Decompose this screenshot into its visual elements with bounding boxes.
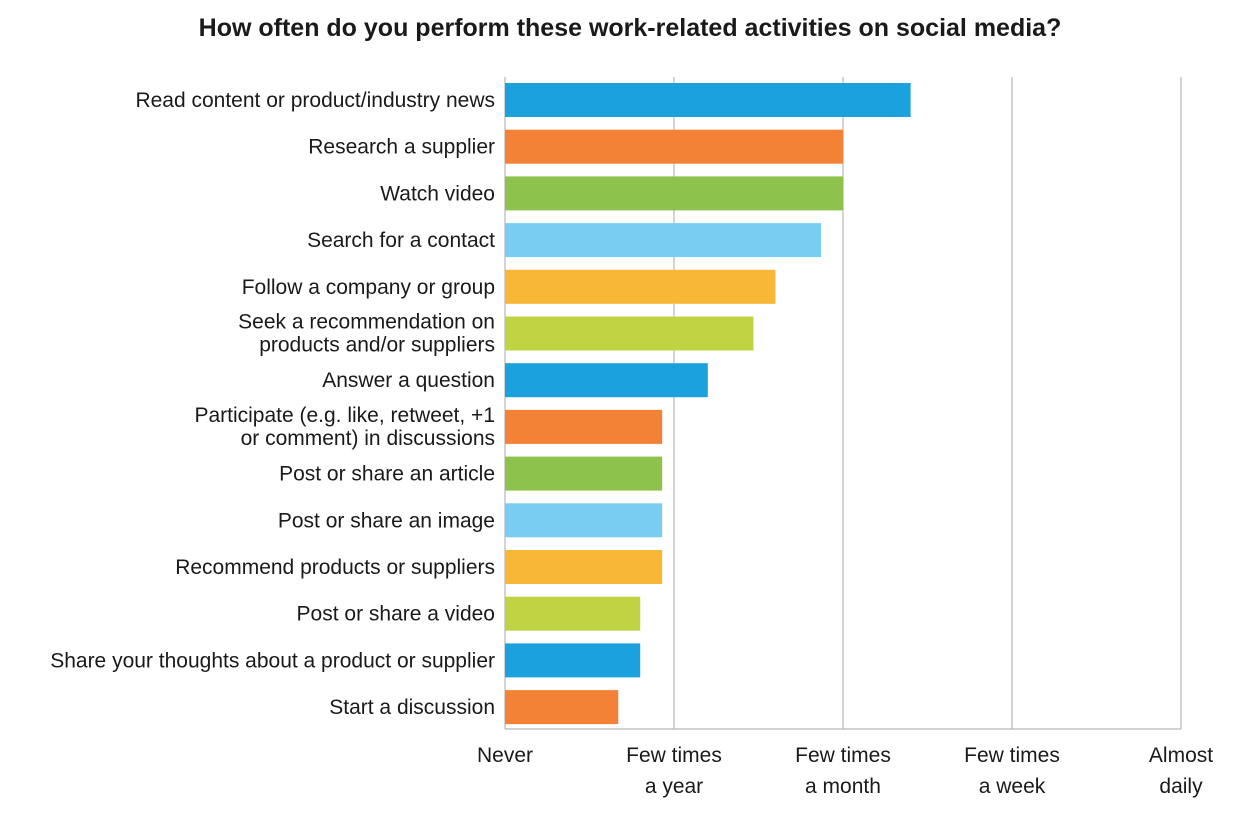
x-tick-label: Few times a week [964, 744, 1060, 798]
category-label: Follow a company or group [242, 276, 495, 299]
category-label: Share your thoughts about a product or s… [50, 649, 495, 672]
category-label: Watch video [380, 182, 495, 205]
category-label: Recommend products or suppliers [175, 556, 495, 579]
x-tick-label: Few times a year [626, 744, 722, 798]
bar [505, 129, 843, 164]
chart-title: How often do you perform these work-rela… [199, 14, 1062, 42]
bar [505, 223, 822, 258]
bar [505, 176, 843, 211]
bar [505, 503, 663, 538]
bar [505, 316, 754, 351]
bar [505, 363, 708, 398]
x-tick-label: Never [477, 744, 533, 767]
category-label-layer: Read content or product/industry news Res… [50, 89, 495, 719]
category-label: Post or share an article [279, 463, 495, 486]
category-label: Read content or product/industry news [135, 89, 495, 112]
category-label: Answer a question [322, 369, 495, 392]
bar [505, 690, 619, 725]
bar [505, 643, 641, 678]
bar [505, 83, 911, 117]
x-tick-label: Few times a month [795, 744, 891, 798]
category-label: Post or share an image [278, 509, 495, 532]
category-label: Start a discussion [329, 696, 495, 719]
category-label: Research a supplier [308, 136, 495, 159]
category-label: Search for a contact [307, 229, 495, 252]
tick-label-layer: Never Few times a year Few times a month Few … [477, 744, 1213, 798]
bar-layer [505, 83, 911, 725]
x-tick-label: Almost daily [1149, 744, 1213, 798]
bar [505, 596, 641, 631]
bar [505, 269, 776, 304]
category-label: Participate (e.g. like, retweet, +1 or co… [194, 404, 495, 450]
category-label: Seek a recommendation on products and/or … [238, 311, 495, 357]
grid-layer [504, 77, 1182, 730]
category-label: Post or share a video [297, 603, 495, 626]
bar [505, 550, 663, 584]
bar [505, 456, 663, 491]
bar [505, 409, 663, 444]
